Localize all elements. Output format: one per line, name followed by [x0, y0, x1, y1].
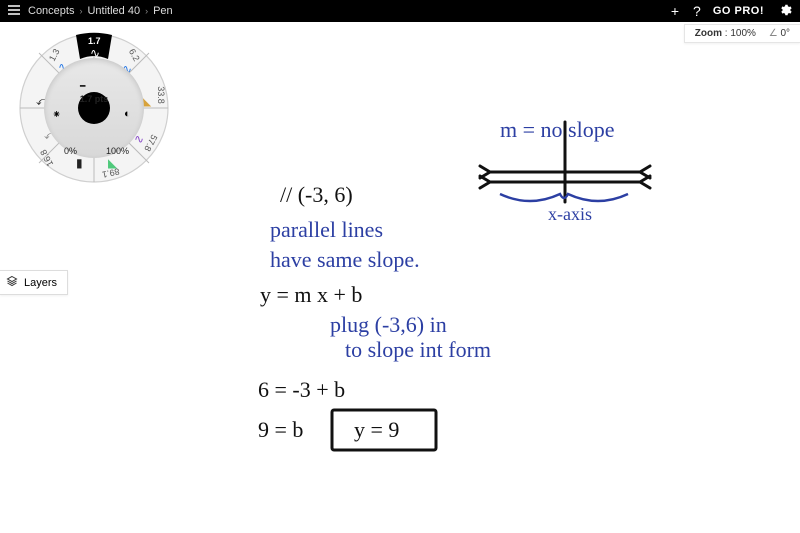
handwriting-text: y = m x + b	[260, 282, 362, 307]
add-icon[interactable]: +	[671, 3, 679, 19]
breadcrumb-sep-icon: ›	[79, 6, 82, 16]
breadcrumb-app[interactable]: Concepts	[28, 5, 74, 17]
handwriting-text: m = no slope	[500, 117, 614, 142]
gear-icon[interactable]	[778, 3, 792, 20]
handwriting-text: // (-3, 6)	[280, 182, 353, 207]
go-pro-button[interactable]: GO PRO!	[713, 5, 764, 17]
breadcrumb-tool[interactable]: Pen	[153, 5, 173, 17]
menu-icon[interactable]	[8, 5, 20, 18]
breadcrumb-project[interactable]: Untitled 40	[87, 5, 140, 17]
handwriting-text: y = 9	[354, 417, 399, 442]
titlebar: Concepts › Untitled 40 › Pen + ? GO PRO!	[0, 0, 800, 22]
handwriting-text: to slope int form	[345, 337, 491, 362]
handwriting-text: plug (-3,6) in	[330, 312, 447, 337]
handwriting-text: 9 = b	[258, 417, 303, 442]
handwriting-text: parallel lines	[270, 217, 383, 242]
handwriting-text: have same slope.	[270, 247, 420, 272]
breadcrumb-sep-icon: ›	[145, 6, 148, 16]
help-icon[interactable]: ?	[693, 3, 701, 19]
handwriting-text: 6 = -3 + b	[258, 377, 345, 402]
drawing-canvas[interactable]: x-axis m = no slope // (-3, 6) parallel li…	[0, 22, 800, 533]
axis-label: x-axis	[548, 204, 592, 224]
